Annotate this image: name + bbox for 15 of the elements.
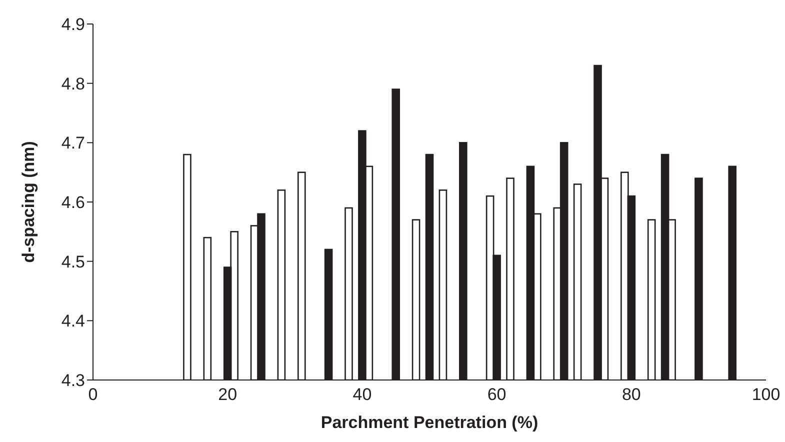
x-tick-label: 40: [352, 385, 372, 404]
y-tick-label: 4.7: [61, 134, 85, 153]
x-axis-title: Parchment Penetration (%): [320, 413, 538, 432]
y-tick-label: 4.4: [61, 312, 85, 331]
y-tick-label: 4.6: [61, 193, 85, 212]
y-axis-title: d-spacing (nm): [19, 141, 38, 263]
x-tick-label: 0: [88, 385, 98, 404]
y-tick-label: 4.9: [61, 15, 85, 34]
x-tick-label: 20: [218, 385, 238, 404]
y-tick-label: 4.5: [61, 252, 85, 272]
x-tick-label: 60: [487, 385, 506, 404]
y-tick-label: 4.3: [61, 371, 85, 390]
x-tick-label: 100: [752, 385, 780, 404]
x-tick-label: 80: [622, 385, 641, 404]
y-tick-label: 4.8: [61, 74, 85, 94]
